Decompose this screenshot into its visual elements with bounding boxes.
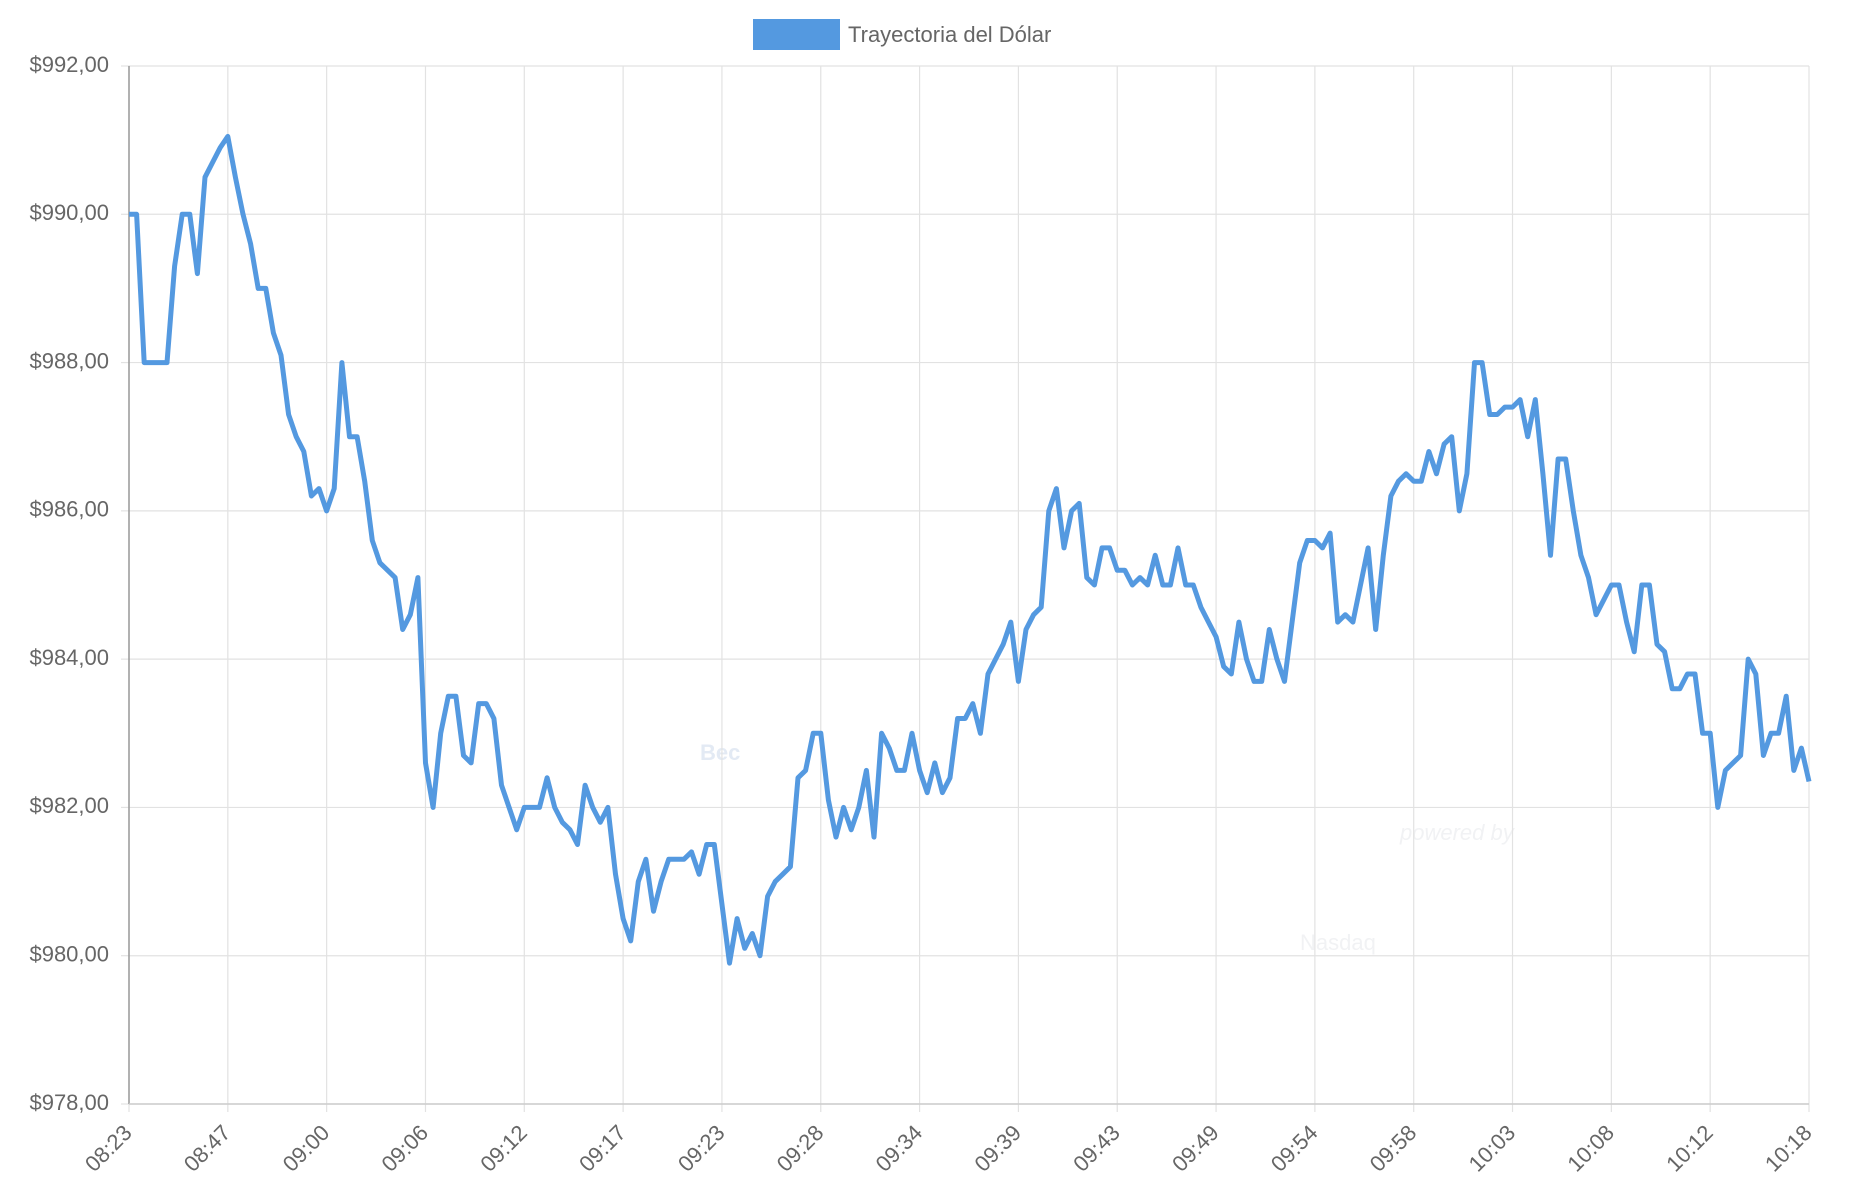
legend-swatch xyxy=(753,19,840,50)
data-line xyxy=(129,133,1812,966)
x-tick-label: 09:00 xyxy=(278,1120,335,1177)
y-tick-label: $986,00 xyxy=(29,497,109,522)
watermark-tagline: powered by xyxy=(1399,820,1516,845)
x-tick-label: 09:23 xyxy=(673,1120,730,1177)
y-tick-label: $980,00 xyxy=(29,942,109,967)
x-tick-label: 09:06 xyxy=(377,1120,434,1177)
y-tick-label: $992,00 xyxy=(29,52,109,77)
y-tick-label: $984,00 xyxy=(29,645,109,670)
y-tick-label: $990,00 xyxy=(29,200,109,225)
watermark: Bec powered by Nasdaq xyxy=(700,740,1516,955)
x-tick-label: 08:47 xyxy=(179,1120,236,1177)
x-tick-label: 10:12 xyxy=(1661,1120,1718,1177)
watermark-name: Nasdaq xyxy=(1300,930,1376,955)
x-tick-label: 10:08 xyxy=(1562,1120,1619,1177)
legend-label: Trayectoria del Dólar xyxy=(848,22,1051,47)
x-tick-label: 10:03 xyxy=(1464,1120,1521,1177)
y-tick-label: $988,00 xyxy=(29,348,109,373)
x-tick-label: 09:28 xyxy=(772,1120,829,1177)
y-tick-label: $978,00 xyxy=(29,1090,109,1115)
x-tick-label: 09:39 xyxy=(969,1120,1026,1177)
x-tick-label: 08:23 xyxy=(80,1120,137,1177)
x-tick-label: 09:58 xyxy=(1365,1120,1422,1177)
x-tick-label: 10:18 xyxy=(1760,1120,1817,1177)
watermark-brand: Bec xyxy=(700,740,740,765)
x-tick-label: 09:34 xyxy=(871,1120,928,1177)
x-tick-label: 09:49 xyxy=(1167,1120,1224,1177)
x-tick-label: 09:17 xyxy=(574,1120,631,1177)
x-tick-label: 09:43 xyxy=(1068,1120,1125,1177)
x-tick-label: 09:12 xyxy=(475,1120,532,1177)
x-tick-label: 09:54 xyxy=(1266,1120,1323,1177)
y-tick-label: $982,00 xyxy=(29,793,109,818)
